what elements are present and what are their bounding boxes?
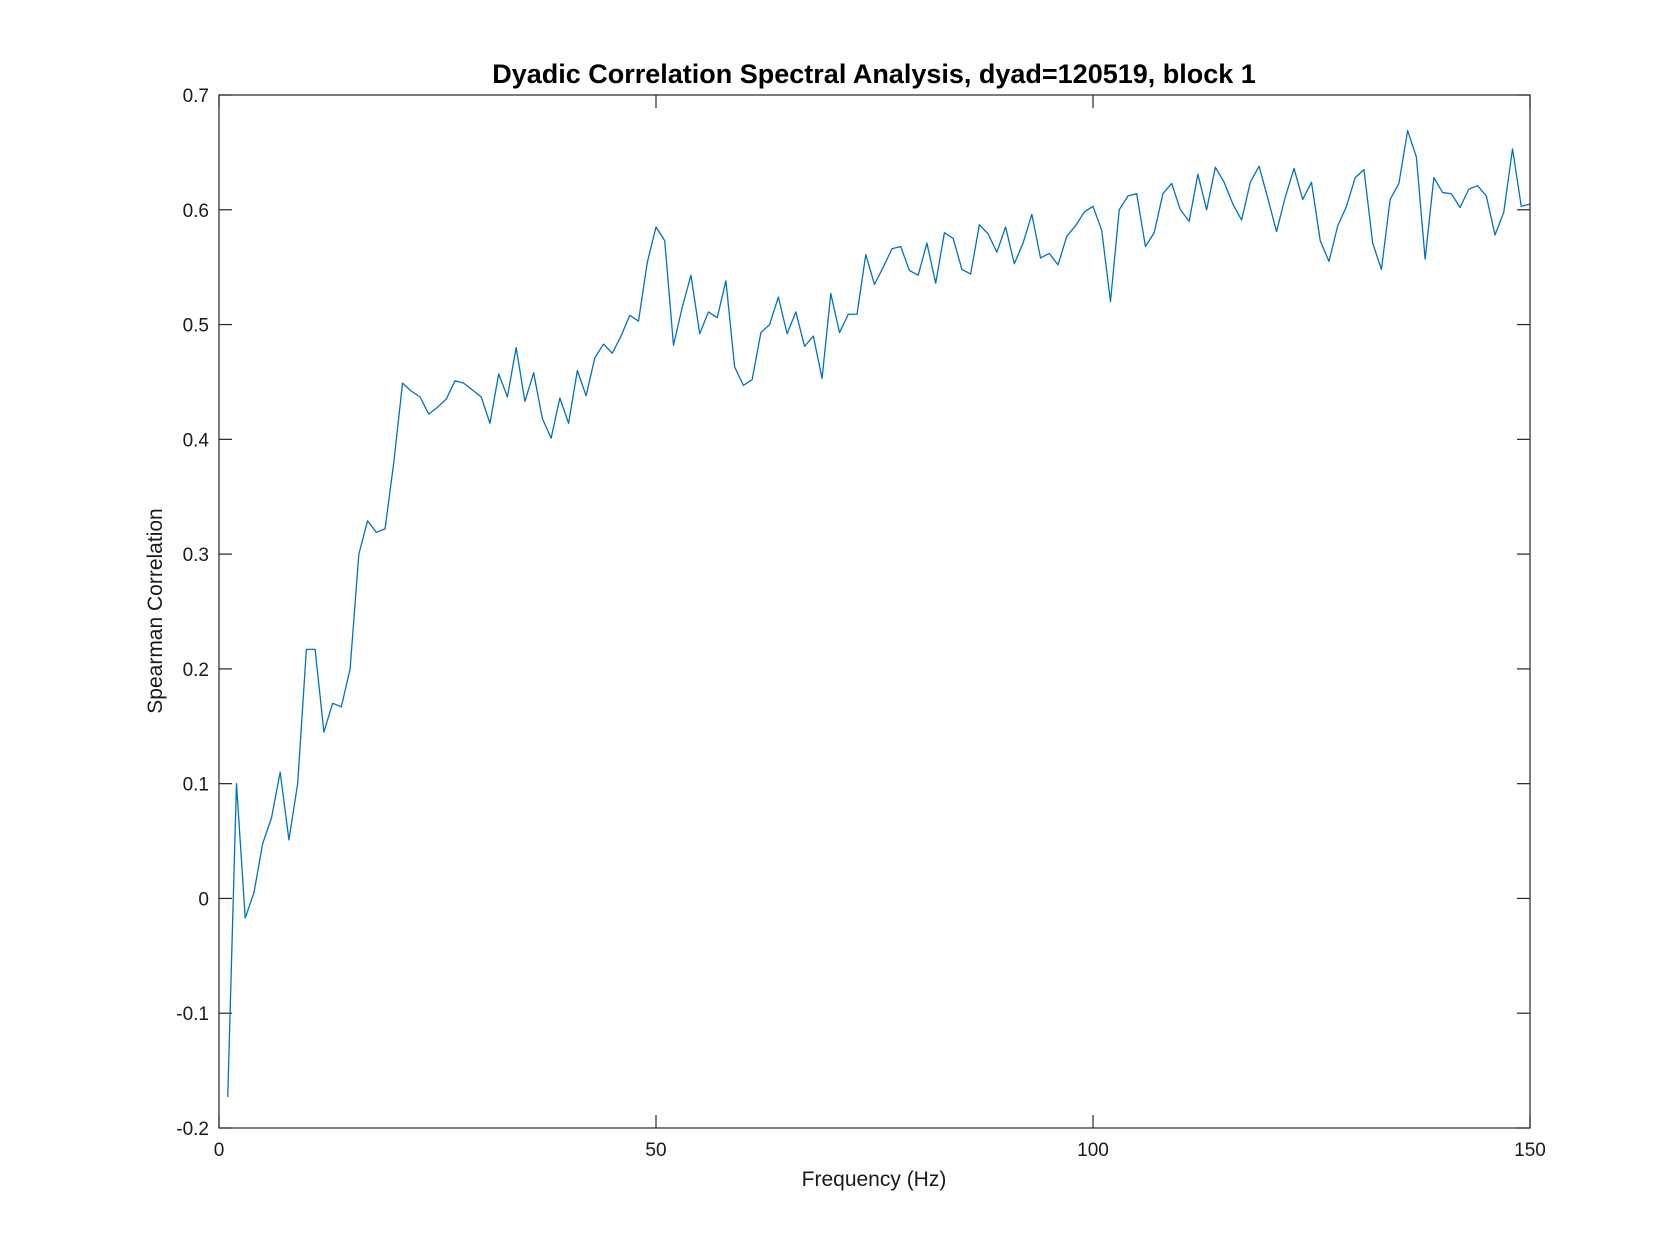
x-tick-label: 150 [1514,1140,1546,1161]
plot-area [219,95,1530,1128]
y-axis: -0.2 -0.1 0 0.1 0.2 0.3 0.4 0.5 0.6 0.7 [176,86,1530,1140]
y-axis-label: Spearman Correlation [144,508,167,713]
y-tick-label: 0.3 [183,545,209,566]
y-tick-label: 0.4 [183,430,210,451]
series-line [227,129,1530,1098]
y-tick-label: -0.2 [176,1119,209,1140]
plot-frame [218,94,1531,1129]
x-axis-label: Frequency (Hz) [802,1168,947,1191]
y-tick-label: 0.6 [183,201,209,222]
y-tick-label: 0.5 [183,316,209,337]
x-tick-label: 0 [214,1140,225,1161]
chart-title: Dyadic Correlation Spectral Analysis, dy… [492,59,1256,89]
series-layer [227,129,1530,1098]
y-tick-label: -0.1 [176,1004,209,1025]
x-tick-label: 50 [645,1140,666,1161]
y-tick-label: 0.2 [183,660,209,681]
y-tick-label: 0.7 [183,86,209,107]
y-tick-label: 0 [198,889,209,910]
x-tick-label: 100 [1077,1140,1109,1161]
y-tick-label: 0.1 [183,775,209,796]
